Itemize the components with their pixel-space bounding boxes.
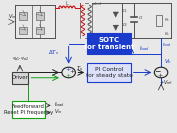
Bar	[156, 15, 162, 26]
Polygon shape	[113, 25, 118, 30]
FancyBboxPatch shape	[36, 12, 44, 20]
Text: $R_s$: $R_s$	[164, 17, 170, 24]
Text: $I_{load}$: $I_{load}$	[139, 45, 150, 53]
FancyBboxPatch shape	[36, 27, 44, 34]
FancyBboxPatch shape	[19, 27, 27, 34]
FancyBboxPatch shape	[12, 72, 28, 84]
Text: adcd: adcd	[92, 2, 102, 6]
FancyBboxPatch shape	[12, 101, 45, 118]
Text: $K_s$: $K_s$	[164, 31, 171, 38]
Text: $q_{a1},q_{a2}$: $q_{a1},q_{a2}$	[12, 72, 27, 80]
Text: $C_f$: $C_f$	[138, 15, 144, 22]
Text: $D_1$: $D_1$	[122, 8, 128, 15]
FancyBboxPatch shape	[87, 33, 131, 54]
Text: PI Control
for steady state: PI Control for steady state	[85, 67, 132, 78]
FancyBboxPatch shape	[19, 12, 27, 20]
Text: +: +	[69, 69, 75, 74]
Text: $D_2$: $D_2$	[122, 21, 128, 29]
Circle shape	[154, 67, 168, 78]
Text: Feedforward
Reset PI frequency: Feedforward Reset PI frequency	[4, 104, 53, 115]
Text: −: −	[154, 67, 161, 76]
Text: $T_s$: $T_s$	[76, 65, 84, 73]
Text: +: +	[65, 73, 70, 78]
Text: +: +	[65, 67, 70, 72]
Text: +: +	[158, 73, 163, 78]
Text: SOTC
for transient: SOTC for transient	[84, 37, 134, 50]
Text: $I_{load}$: $I_{load}$	[162, 41, 172, 49]
Text: $V_h$: $V_h$	[164, 57, 172, 66]
Text: $+V_{ref}$: $+V_{ref}$	[159, 78, 174, 87]
Text: L: L	[66, 1, 68, 6]
Text: $q_{a1},q_{a2}$: $q_{a1},q_{a2}$	[12, 55, 29, 63]
Circle shape	[62, 67, 75, 78]
Text: $I_{load}$: $I_{load}$	[54, 100, 65, 109]
Polygon shape	[113, 12, 118, 17]
Text: $V_{in}$: $V_{in}$	[54, 107, 62, 116]
Text: Driver: Driver	[12, 75, 28, 80]
Text: $V_{in}$: $V_{in}$	[8, 12, 16, 20]
FancyBboxPatch shape	[87, 63, 131, 82]
Text: $\Delta T_s$: $\Delta T_s$	[48, 48, 59, 57]
